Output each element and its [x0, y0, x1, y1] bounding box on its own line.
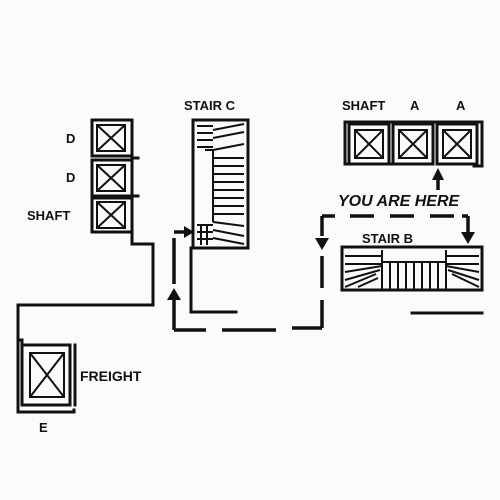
arrow-down-icon: [461, 232, 475, 244]
label-shaft-top: SHAFT: [342, 98, 385, 113]
label-a-1: A: [410, 98, 420, 113]
stair-b-treads-right: [445, 255, 480, 288]
label-you-are-here: YOU ARE HERE: [338, 193, 461, 210]
shaft-a-group: [343, 120, 484, 168]
stair-c-treads-right: [212, 123, 245, 245]
elevator-a-2: [391, 122, 435, 166]
stair-c-treads-left: [197, 125, 213, 245]
shaft-d-group: [16, 118, 155, 414]
elevator-d-1: [90, 118, 134, 158]
label-a-2: A: [456, 98, 466, 113]
arrow-right-icon: [184, 226, 194, 238]
arrow-up-icon: [432, 168, 444, 180]
arrow-down-icon: [315, 238, 329, 250]
elevator-a-1: [347, 122, 391, 166]
elevator-shaft-left: [90, 196, 134, 234]
label-stair-c: STAIR C: [184, 98, 236, 113]
label-shaft-left: SHAFT: [27, 208, 70, 223]
stair-b: [340, 245, 484, 315]
elevator-d-2: [90, 158, 134, 198]
stair-b-treads-middle: [389, 262, 439, 290]
label-freight: FREIGHT: [80, 368, 142, 384]
label-e: E: [39, 420, 48, 435]
label-stair-b: STAIR B: [362, 231, 413, 246]
arrow-up-icon: [167, 288, 181, 300]
freight-elevator-e: [16, 338, 77, 407]
route-path: [167, 168, 475, 332]
label-d-2: D: [66, 170, 75, 185]
label-d-1: D: [66, 131, 75, 146]
stair-b-treads-left: [344, 255, 383, 288]
elevator-a-3: [435, 122, 479, 166]
stair-c: [189, 118, 250, 314]
